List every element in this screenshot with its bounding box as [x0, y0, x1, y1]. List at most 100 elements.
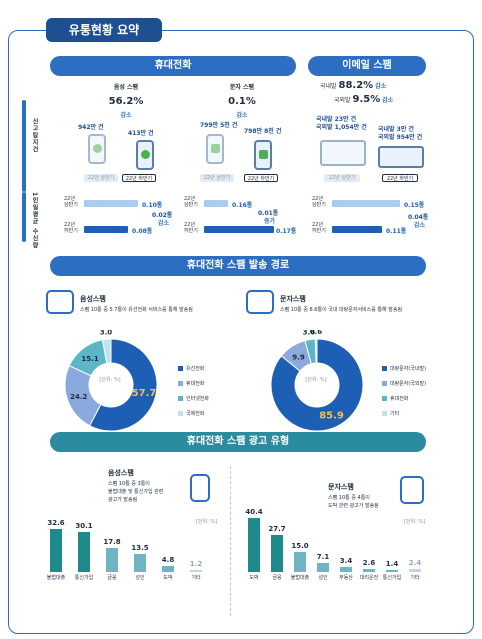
- text-before-period: 22년 상반기: [200, 174, 234, 182]
- donut-value-label: 57.7: [132, 388, 157, 399]
- legend-item: 휴대전화: [382, 392, 426, 407]
- laptop-mail-icon: [320, 140, 366, 166]
- bar-category-label: 불법대출: [290, 575, 310, 581]
- phone-call-icon: [88, 134, 106, 164]
- row-label-volume: 신고탐지건: [31, 118, 38, 153]
- voice-diff: 0.02통: [152, 212, 173, 219]
- bar: [271, 535, 283, 572]
- email-after-domestic: 국내발 3만 건: [378, 126, 414, 133]
- page-title: 유통현황 요약: [46, 18, 162, 42]
- phone-message-icon: [254, 140, 272, 170]
- route-voice-title: 음성스팸: [80, 295, 106, 303]
- email-foreign-line: 국외발 9.5% 감소: [334, 94, 393, 105]
- column-divider: [230, 466, 231, 616]
- email-foreign-dir: 감소: [382, 97, 394, 104]
- legend-item: 인터넷전화: [178, 392, 209, 407]
- route-section-header: 휴대전화 스팸 발송 경로: [50, 256, 426, 276]
- voice-bar-before: [84, 200, 138, 207]
- bar-category-label: 대리운전: [359, 575, 379, 581]
- donut-slice: [88, 338, 158, 432]
- laptop-mail-icon: [378, 146, 424, 168]
- bar-category-label: 성인: [318, 575, 328, 581]
- row-label-per-person: 1인일평균 수신량: [31, 192, 38, 250]
- voice-diff-dir: 감소: [158, 220, 170, 227]
- voice-after-count: 413만 건: [128, 130, 154, 137]
- ad-type-section-header: 휴대전화 스팸 광고 유형: [50, 432, 426, 452]
- voice-ad-bar-chart: 32.6 불법대출 30.1 통신가입 17.8 금융 13.5 성인 4.8 도박 1.2 기타: [40, 500, 220, 590]
- ad-text-desc: 스팸 10통 중 4통이 도박 관련 광고가 발송됨: [328, 494, 379, 510]
- donut-value-label: 0.6: [310, 330, 323, 336]
- ad-text-title: 문자스팸: [328, 483, 354, 491]
- bar-category-label: 성인: [135, 575, 145, 581]
- bar-category-label: 통신가입: [74, 575, 94, 581]
- email-diff: 0.04통: [408, 214, 429, 221]
- donut-value-label: 15.1: [81, 355, 98, 363]
- email-bar-after-label: 0.11통: [386, 228, 407, 235]
- legend-swatch: [178, 411, 183, 416]
- phone-message-icon: [206, 134, 224, 164]
- legend-swatch: [178, 366, 183, 371]
- ad-voice-desc-line: 광고가 발송됨: [108, 497, 138, 503]
- legend-item: 유선전화: [178, 362, 209, 377]
- donut-value-label: 85.9: [319, 411, 344, 422]
- bar-value-label: 32.6: [47, 518, 65, 527]
- legend-item: 대량문자(국내발): [382, 362, 426, 377]
- bar: [248, 518, 260, 572]
- legend-label: 유선전화: [186, 366, 205, 372]
- text-change-pct: 0.1%: [228, 96, 256, 107]
- voice-bar-after: [84, 226, 128, 233]
- email-foreign-pct: 9.5%: [352, 94, 381, 105]
- ad-voice-desc: 스팸 10통 중 3통이 불법대출 및 통신가입 관련 광고가 발송됨: [108, 480, 163, 504]
- legend-swatch: [178, 396, 183, 401]
- email-before-foreign: 국외발 1,054만 건: [316, 124, 367, 131]
- bar-category-label: 기타: [191, 575, 201, 581]
- email-after-period: 22년 하반기: [382, 174, 418, 182]
- ad-voice-title: 음성스팸: [108, 469, 134, 477]
- bar-category-label: 불법대출: [46, 575, 66, 581]
- phone-call-icon: [190, 474, 210, 502]
- bar-value-label: 2.6: [362, 558, 376, 567]
- text-diff: 0.01통: [258, 210, 279, 217]
- bar-category-label: 금융: [272, 575, 282, 581]
- email-bar-before-label: 0.15통: [404, 202, 425, 209]
- bar-value-label: 13.5: [131, 544, 149, 552]
- email-after-foreign: 국외발 954만 건: [378, 134, 423, 141]
- row-marker-volume: [22, 100, 26, 192]
- text-bar-before: [204, 200, 228, 207]
- bar: [162, 565, 174, 572]
- email-domestic-line: 국내발 88.2% 감소: [320, 80, 386, 91]
- legend-swatch: [178, 381, 183, 386]
- donut-value-label: 3.0: [100, 330, 113, 336]
- bar-value-label: 1.2: [189, 560, 203, 569]
- bar-value-label: 4.8: [161, 555, 175, 564]
- bar-value-label: 7.1: [316, 552, 330, 561]
- text-route-donut: 85.9 9.9 3.60.6: [270, 330, 364, 432]
- legend-swatch: [382, 366, 387, 371]
- legend-label: 휴대전화: [186, 381, 205, 387]
- ad-voice-desc-line: 스팸 10통 중 3통이: [108, 481, 150, 487]
- donut-unit-label: [단위: %]: [305, 377, 327, 383]
- legend-label: 기타: [390, 411, 400, 417]
- legend-item: 국제전화: [178, 407, 209, 422]
- bar-value-label: 30.1: [75, 521, 93, 530]
- email-bar-after: [332, 226, 382, 233]
- bar: [363, 568, 375, 572]
- legend-swatch: [382, 396, 387, 401]
- donut-unit-label: [단위: %]: [99, 377, 121, 383]
- email-before-domestic: 국내발 23만 건: [316, 116, 357, 123]
- email-bar-before: [332, 200, 400, 207]
- voice-bar-after-label: 0.08통: [132, 228, 153, 235]
- period-label-after: 22년 하반기: [64, 222, 78, 234]
- bar: [317, 562, 329, 572]
- legend-label: 휴대전화: [390, 396, 409, 402]
- legend-label: 인터넷전화: [186, 396, 210, 402]
- bar: [409, 568, 421, 572]
- route-text-desc: 스팸 10통 중 8.6통이 국내 대량문자서비스를 통해 발송됨: [280, 307, 403, 313]
- text-route-legend: 대량문자(국내발) 대량문자(국외발) 휴대전화 기타: [382, 362, 426, 422]
- donut-slice: [270, 338, 364, 432]
- email-section-header: 이메일 스팸: [308, 56, 426, 76]
- text-before-count: 799만 5천 건: [200, 122, 238, 129]
- route-voice-desc: 스팸 10통 중 5.7통이 유선전화 서비스를 통해 발송됨: [80, 307, 193, 313]
- bar: [294, 552, 306, 572]
- legend-label: 대량문자(국내발): [390, 366, 427, 372]
